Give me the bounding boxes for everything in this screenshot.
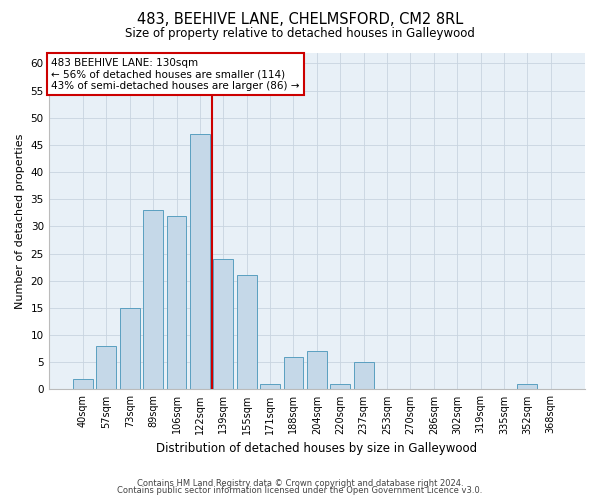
Bar — [517, 384, 537, 390]
Bar — [190, 134, 210, 390]
Text: Contains HM Land Registry data © Crown copyright and database right 2024.: Contains HM Land Registry data © Crown c… — [137, 478, 463, 488]
Bar — [237, 276, 257, 390]
Bar — [214, 259, 233, 390]
Bar — [353, 362, 374, 390]
Bar — [143, 210, 163, 390]
Bar — [260, 384, 280, 390]
Bar — [73, 378, 93, 390]
Bar — [307, 352, 327, 390]
Text: 483 BEEHIVE LANE: 130sqm
← 56% of detached houses are smaller (114)
43% of semi-: 483 BEEHIVE LANE: 130sqm ← 56% of detach… — [52, 58, 300, 91]
Text: 483, BEEHIVE LANE, CHELMSFORD, CM2 8RL: 483, BEEHIVE LANE, CHELMSFORD, CM2 8RL — [137, 12, 463, 28]
Bar — [97, 346, 116, 390]
Y-axis label: Number of detached properties: Number of detached properties — [15, 134, 25, 308]
Bar — [167, 216, 187, 390]
Text: Contains public sector information licensed under the Open Government Licence v3: Contains public sector information licen… — [118, 486, 482, 495]
Bar — [120, 308, 140, 390]
X-axis label: Distribution of detached houses by size in Galleywood: Distribution of detached houses by size … — [156, 442, 478, 455]
Bar — [284, 357, 304, 390]
Text: Size of property relative to detached houses in Galleywood: Size of property relative to detached ho… — [125, 28, 475, 40]
Bar — [330, 384, 350, 390]
